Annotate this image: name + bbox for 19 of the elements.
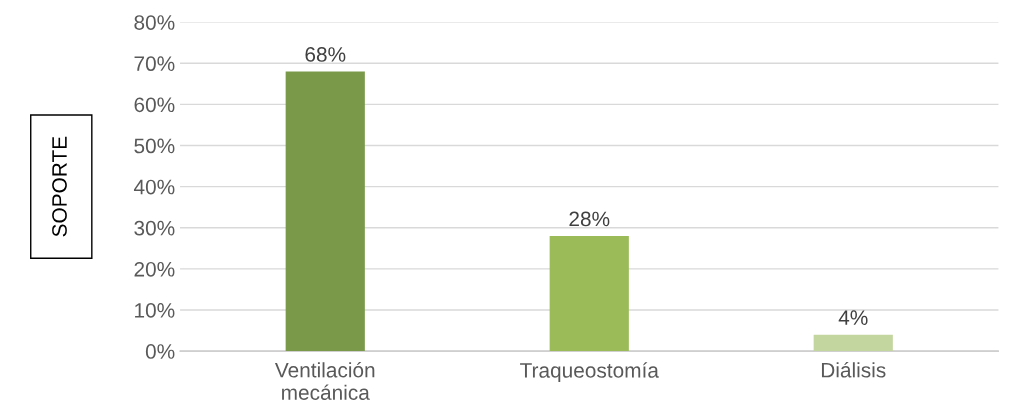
y-tick-label: 70%: [134, 56, 175, 72]
y-axis-title: SOPORTE: [52, 136, 67, 237]
y-tick-label: 20%: [134, 261, 175, 277]
x-tick-label: Traqueostomía: [520, 362, 659, 382]
y-tick-label: 50%: [134, 138, 175, 154]
y-tick-label: 0%: [145, 344, 175, 359]
bar: [285, 71, 365, 352]
y-tick-label: 40%: [133, 179, 175, 195]
y-tick-label: 80%: [134, 15, 175, 30]
data-label: 28%: [569, 211, 610, 227]
y-tick-label: 30%: [134, 220, 175, 236]
y-tick-label: 60%: [134, 97, 175, 113]
y-tick-label: 10%: [135, 303, 175, 318]
bar: [549, 235, 629, 352]
bar: [813, 334, 893, 352]
data-label: 4%: [838, 310, 868, 325]
x-tick-label: Ventilación mecánica: [274, 361, 375, 400]
x-tick-label: Diálisis: [821, 361, 886, 378]
data-label: 68%: [305, 47, 346, 62]
